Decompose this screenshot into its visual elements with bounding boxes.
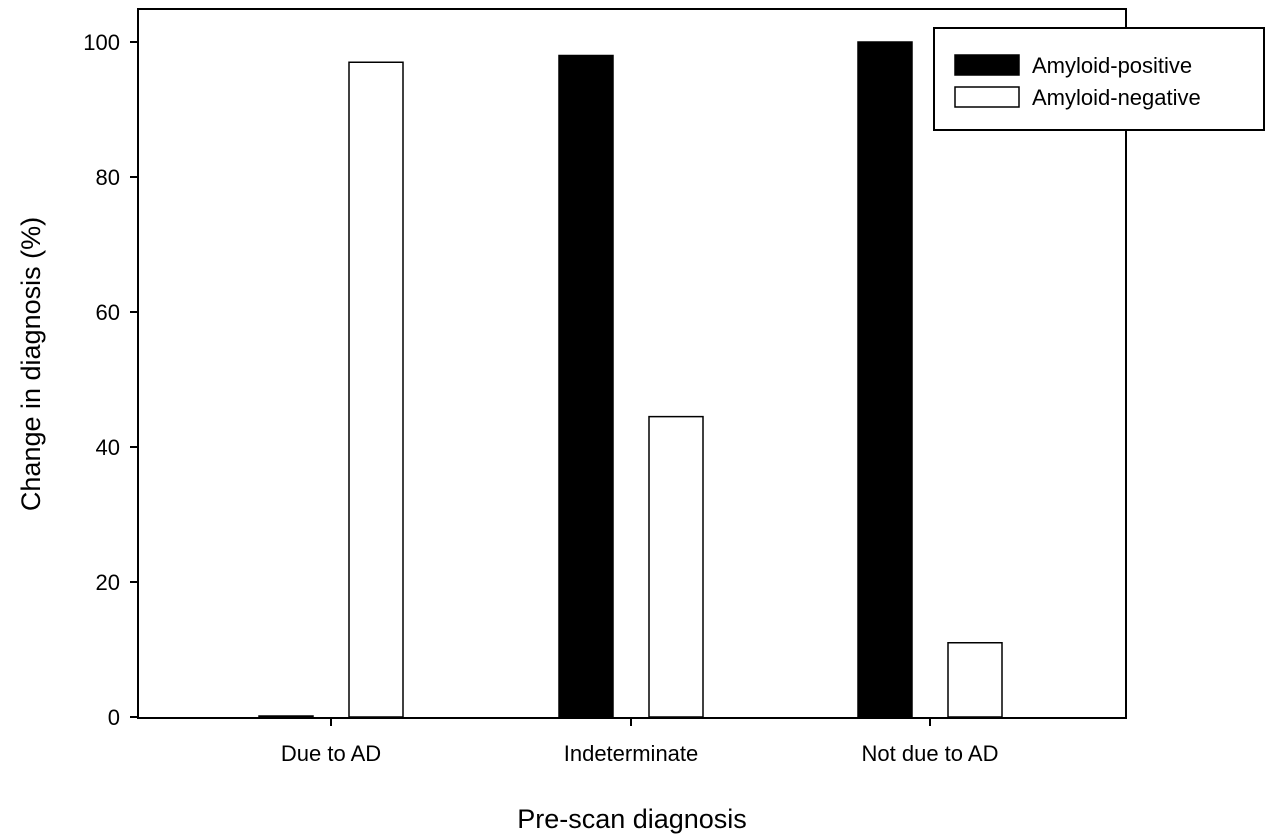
legend-swatch-amyloid-negative	[954, 86, 1020, 108]
bar-amyloid-positive-not-due-to-ad	[857, 41, 913, 718]
y-tick-label: 40	[96, 435, 120, 460]
bar-amyloid-negative-due-to-ad	[348, 61, 404, 718]
legend-label-amyloid-positive: Amyloid-positive	[1032, 53, 1192, 78]
x-tick-label: Not due to AD	[862, 741, 999, 766]
bar-amyloid-positive-due-to-ad	[258, 715, 314, 718]
bar-amyloid-negative-not-due-to-ad	[947, 642, 1003, 718]
legend-box	[933, 27, 1265, 131]
legend: Amyloid-positive Amyloid-negative	[933, 27, 1265, 131]
y-tick-label: 0	[108, 705, 120, 730]
y-tick-label: 80	[96, 165, 120, 190]
bars-group	[258, 41, 1003, 718]
y-axis-ticks: 0 20 40 60 80 100	[83, 30, 138, 730]
legend-label-amyloid-negative: Amyloid-negative	[1032, 85, 1201, 110]
x-tick-label: Indeterminate	[564, 741, 699, 766]
x-tick-label: Due to AD	[281, 741, 381, 766]
legend-swatch-amyloid-positive	[954, 54, 1020, 76]
x-axis-title: Pre-scan diagnosis	[517, 804, 747, 834]
y-tick-label: 60	[96, 300, 120, 325]
x-axis-ticks: Due to AD Indeterminate Not due to AD	[281, 718, 999, 766]
y-tick-label: 100	[83, 30, 120, 55]
bar-amyloid-positive-indeterminate	[558, 54, 614, 718]
y-tick-label: 20	[96, 570, 120, 595]
bar-amyloid-negative-indeterminate	[648, 415, 704, 718]
y-axis-title: Change in diagnosis (%)	[16, 217, 46, 511]
